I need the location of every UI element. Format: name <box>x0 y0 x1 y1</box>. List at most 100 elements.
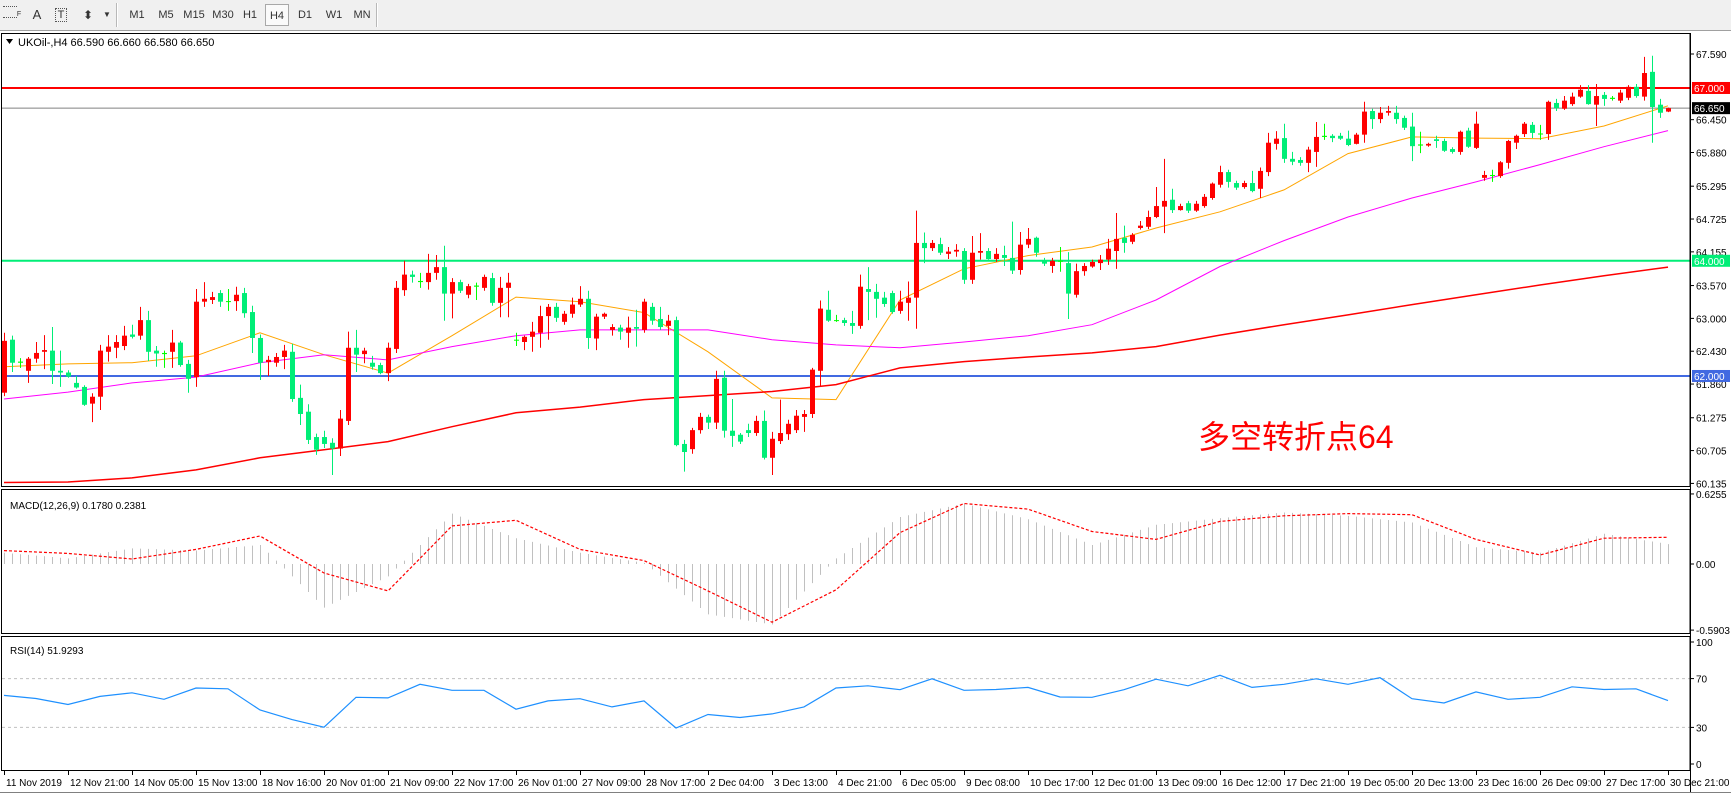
price-axis-label: 64.155 <box>1696 248 1727 259</box>
candle <box>1650 55 1655 143</box>
candle-body <box>346 347 351 421</box>
time-axis-label: 21 Nov 09:00 <box>390 778 450 789</box>
candle-body <box>1594 96 1599 105</box>
candle-body <box>1282 138 1287 159</box>
candle-body <box>1234 183 1239 188</box>
candle-body <box>314 437 319 450</box>
candle-body <box>410 274 415 277</box>
candle <box>1578 85 1583 98</box>
timeframe-h1-button[interactable]: H1 <box>242 9 258 21</box>
candle-body <box>618 327 623 332</box>
timeframe-m1-button[interactable]: M1 <box>129 9 145 21</box>
candle-body <box>714 378 719 423</box>
candle-body <box>210 297 215 300</box>
timeframe-d1-button[interactable]: D1 <box>297 9 313 21</box>
candle-body <box>650 306 655 321</box>
candle <box>66 370 71 378</box>
header-collapse-icon[interactable] <box>6 39 13 44</box>
timeframe-m15-button[interactable]: M15 <box>183 9 205 21</box>
candle <box>498 276 503 318</box>
candle <box>322 430 327 448</box>
candle <box>786 419 791 440</box>
candle <box>714 370 719 429</box>
time-axis-label: 13 Dec 09:00 <box>1158 778 1218 789</box>
time-axis-label: 16 Dec 12:00 <box>1222 778 1282 789</box>
candle-body <box>1562 100 1567 109</box>
candle <box>530 321 535 352</box>
candle-body <box>570 304 575 314</box>
candle-body <box>418 280 423 283</box>
candle <box>1178 203 1183 211</box>
candle <box>1226 169 1231 188</box>
time-axis-label: 12 Nov 21:00 <box>70 778 130 789</box>
candle-body <box>746 430 751 434</box>
candle <box>146 310 151 362</box>
candle-body <box>2 340 7 393</box>
candle-body <box>1162 200 1167 207</box>
candle <box>466 283 471 299</box>
candle-body <box>1090 261 1095 267</box>
chevron-down-icon[interactable]: ▼ <box>103 10 111 19</box>
candle-body <box>290 351 295 400</box>
time-axis-label: 3 Dec 13:00 <box>774 778 828 789</box>
timeframe-m5-button[interactable]: M5 <box>158 9 174 21</box>
candle <box>770 431 775 476</box>
chart-window[interactable]: 67.590 66.450 65.880 65.295 64.725 64.155 63.5… <box>0 31 1731 794</box>
candle-body <box>778 433 783 442</box>
candle <box>330 438 335 476</box>
candle <box>1082 263 1087 276</box>
candle <box>1482 170 1487 181</box>
candle <box>1434 135 1439 148</box>
candle-body <box>1250 183 1255 192</box>
candle-body <box>922 242 927 249</box>
candle <box>1426 142 1431 147</box>
candle <box>1018 231 1023 275</box>
candle-body <box>514 339 519 341</box>
candle-body <box>298 397 303 414</box>
candle-body <box>1434 139 1439 141</box>
timeframe-m30-button[interactable]: M30 <box>212 9 234 21</box>
candle-body <box>1522 123 1527 135</box>
candle-body <box>1026 238 1031 245</box>
candle <box>266 355 271 376</box>
text-tool-icon[interactable]: A <box>32 7 42 22</box>
candle <box>1098 255 1103 270</box>
candle-body <box>914 242 919 298</box>
candle <box>1266 132 1271 177</box>
candle-body <box>1538 133 1543 135</box>
candle <box>58 350 63 387</box>
candle-body <box>738 434 743 442</box>
candle <box>458 279 463 294</box>
candle <box>554 302 559 322</box>
timeframe-mn-button[interactable]: MN <box>353 9 371 21</box>
candle <box>1378 106 1383 124</box>
text-label-tool-icon[interactable]: T <box>51 4 71 26</box>
candle-body <box>1506 140 1511 163</box>
candle <box>1298 157 1303 166</box>
candle-body <box>266 359 271 363</box>
candle-body <box>1442 140 1447 151</box>
candle-body <box>946 251 951 254</box>
timeframe-h4-button[interactable]: H4 <box>265 4 289 26</box>
macd-label: MACD(12,26,9) 0.1780 0.2381 <box>10 501 147 512</box>
period-separator-icon[interactable]: F <box>2 4 22 26</box>
arrows-tool-icon[interactable]: ⬍ <box>82 8 94 22</box>
candle <box>258 334 263 381</box>
candle <box>1546 100 1551 140</box>
candle-body <box>394 287 399 349</box>
timeframe-w1-button[interactable]: W1 <box>325 9 343 21</box>
candle <box>1458 130 1463 155</box>
candle <box>762 410 767 460</box>
candle <box>746 423 751 438</box>
candle-body <box>866 289 871 292</box>
candle-body <box>338 418 343 449</box>
candle-body <box>490 278 495 303</box>
candle <box>106 335 111 362</box>
candle <box>1090 259 1095 268</box>
candle-body <box>1330 135 1335 139</box>
chart-toolbar: F A T ⬍ ▼ M1 M5 M15 M30 H1 H4 D1 W1 MN <box>0 0 1731 31</box>
candle <box>1218 165 1223 188</box>
candle <box>754 415 759 436</box>
candle-body <box>154 350 159 354</box>
candle-body <box>98 350 103 397</box>
